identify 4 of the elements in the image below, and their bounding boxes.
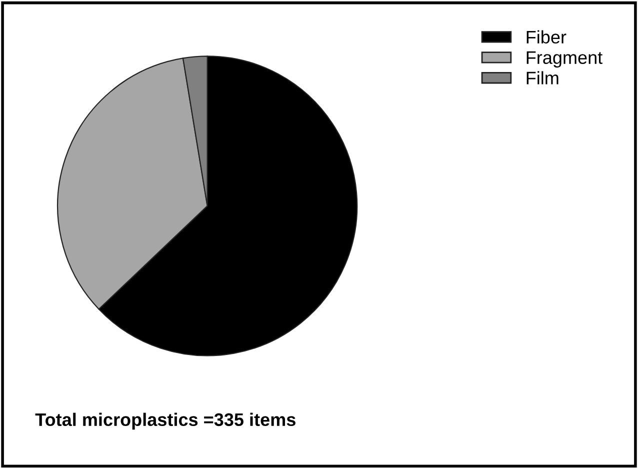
legend-label: Fragment: [526, 51, 602, 68]
legend-label: Fiber: [526, 30, 566, 44]
text: Total microplastics =335 items: [35, 412, 296, 430]
legend-label: Film: [526, 71, 558, 84]
